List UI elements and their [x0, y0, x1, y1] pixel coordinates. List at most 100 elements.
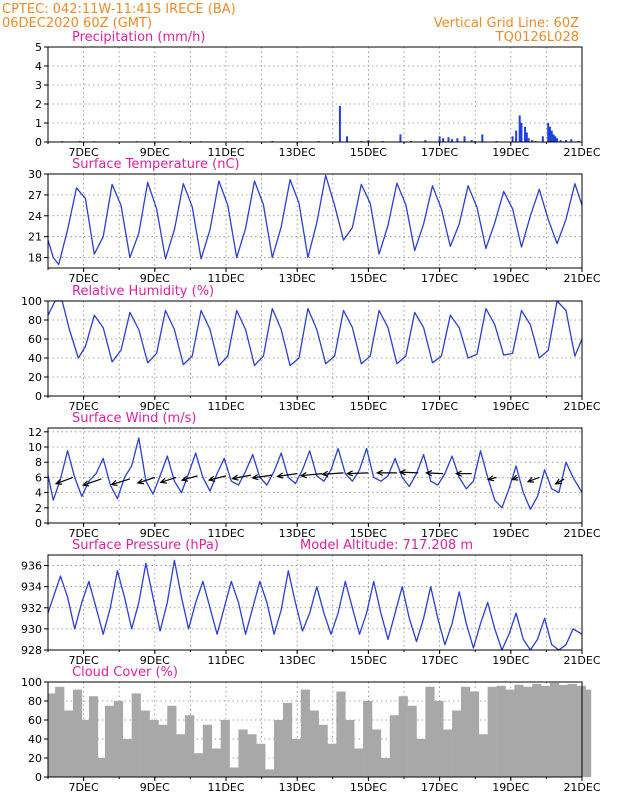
cloud-bar [558, 684, 569, 777]
x-tick-label: 11DEC [207, 400, 244, 413]
cloud-bar [149, 720, 159, 777]
temp-series-line [47, 174, 583, 266]
wind-arrow-head [251, 474, 259, 481]
y-tick-label: 40 [28, 733, 42, 746]
wind-arrow-shaft [137, 476, 155, 484]
precip-bar [548, 126, 551, 142]
x-tick-label: 19DEC [492, 400, 529, 413]
cloud-bar [434, 701, 444, 777]
precip-bar [570, 139, 573, 142]
x-tick-label: 7DEC [69, 654, 99, 667]
x-tick-label: 17DEC [421, 146, 458, 159]
y-tick-label: 5 [35, 41, 42, 54]
y-tick-label: 100 [21, 676, 42, 689]
cloud-bar [327, 743, 337, 777]
y-tick-label: 24 [28, 210, 42, 223]
pressure-panel: Surface Pressure (hPa) Model Altitude: 7… [21, 538, 601, 667]
y-tick-label: 20 [28, 752, 42, 765]
cloud-bar [505, 689, 515, 777]
cloud-bar [354, 748, 364, 777]
cloud-bar [389, 715, 399, 777]
x-tick-label: 7DEC [69, 781, 99, 794]
wind-arrow-head [231, 474, 239, 481]
x-tick-label: 13DEC [279, 400, 316, 413]
x-tick-label: 15DEC [350, 781, 387, 794]
cloud-bar [81, 720, 92, 777]
cloud-bar [282, 702, 293, 777]
rh-series-line [47, 300, 583, 367]
precip-bar [550, 130, 553, 142]
cloud-bar [104, 705, 115, 777]
y-tick-label: 934 [21, 581, 42, 594]
cloud-bar [345, 720, 355, 777]
y-tick-label: 20 [28, 371, 42, 384]
wind-arrow-shaft [277, 473, 298, 477]
cloud-bar [523, 686, 533, 777]
x-tick-label: 19DEC [492, 146, 529, 159]
precip-bar [481, 134, 484, 142]
cloud-bar [167, 705, 177, 777]
wind-arrow-shaft [527, 476, 540, 483]
precip-bar [547, 123, 550, 142]
precip-bar [447, 137, 450, 142]
cloud-bar [487, 686, 497, 777]
x-tick-label: 7DEC [69, 527, 99, 540]
cloud-bar [425, 686, 435, 777]
precipitation-panel: Precipitation (mm/h) 0 1 2 3 4 5 7DEC 9DEC 11DEC… [35, 30, 601, 159]
wind-arrow-head [180, 475, 189, 482]
temperature-panel: Surface Temperature (nC) 18 21 24 27 30 7DEC 9… [28, 157, 601, 285]
y-tick-label: 0 [35, 136, 42, 149]
cloud-bar [140, 710, 150, 777]
x-tick-label: 21DEC [563, 654, 600, 667]
x-tick-label: 19DEC [492, 654, 529, 667]
cloud-bar [318, 724, 328, 777]
y-tick-label: 0 [35, 771, 42, 784]
wind-arrow-head [321, 470, 329, 478]
wind-arrow-head [554, 478, 562, 485]
header-grid-line: Vertical Grid Line: 60Z [434, 16, 579, 31]
cloud-bar [336, 691, 346, 777]
x-tick-label: 7DEC [69, 146, 99, 159]
wind-arrow-shaft [111, 478, 131, 486]
cloud-bar [496, 685, 506, 777]
header-station: CPTEC: 042:11W-11:41S IRECE (BA) [2, 2, 236, 17]
y-tick-label: 932 [21, 602, 42, 615]
precip-bar [525, 132, 528, 142]
x-tick-label: 13DEC [279, 146, 316, 159]
y-tick-label: 3 [35, 79, 42, 92]
x-tick-label: 13DEC [279, 272, 316, 285]
x-tick-label: 15DEC [350, 146, 387, 159]
y-tick-label: 1 [35, 117, 42, 130]
header-run-date: 06DEC2020 60Z (GMT) [2, 16, 152, 31]
y-tick-label: 60 [28, 333, 42, 346]
x-tick-label: 11DEC [207, 781, 244, 794]
x-tick-label: 9DEC [140, 781, 170, 794]
wind-arrow-shaft [488, 476, 497, 481]
precip-bar [518, 115, 521, 142]
cloud-bar [371, 729, 382, 777]
y-tick-label: 10 [28, 441, 42, 454]
y-tick-label: 8 [35, 456, 42, 469]
y-tick-label: 18 [28, 252, 42, 265]
precip-bar [531, 140, 534, 142]
precip-bar [527, 138, 530, 142]
cloud-bar [211, 748, 221, 777]
y-tick-label: 21 [28, 231, 42, 244]
cloud-bar [363, 701, 373, 777]
precip-bar [367, 140, 370, 142]
wind-arrow-head [81, 480, 90, 487]
wind-arrow-head [276, 472, 284, 479]
cloud-bar [582, 689, 592, 777]
precip-bar [552, 134, 555, 142]
precip-bar [524, 126, 527, 142]
precip-bar [424, 140, 427, 142]
plot-frame [47, 46, 583, 143]
x-tick-label: 11DEC [207, 146, 244, 159]
cloud-bar [274, 720, 284, 777]
x-tick-label: 17DEC [421, 400, 458, 413]
wind-panel: Surface Wind (m/s) 0 2 4 6 8 10 12 7DEC 9DEC 11DE… [28, 411, 601, 540]
wind-arrow-head [207, 475, 216, 482]
wind-arrow-shaft [301, 473, 323, 477]
y-tick-label: 80 [28, 314, 42, 327]
wind-arrow-shaft [400, 471, 419, 474]
